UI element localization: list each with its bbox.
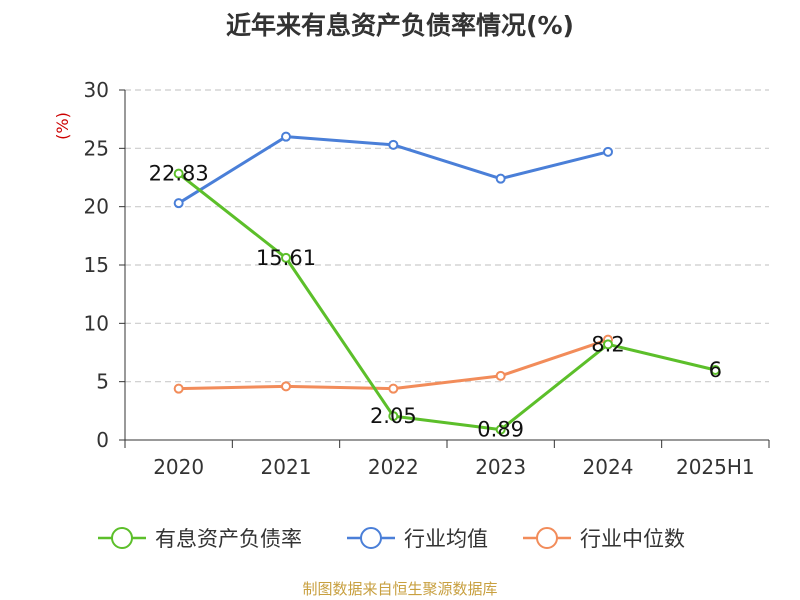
data-label: 8.2 [591, 332, 624, 356]
y-tick-label: 10 [84, 311, 109, 335]
data-point[interactable] [281, 131, 291, 142]
x-tick-label: 2024 [583, 455, 634, 479]
y-tick-label: 25 [84, 136, 109, 160]
legend-label: 行业中位数 [580, 527, 685, 551]
legend-item[interactable]: 行业均值 [347, 527, 488, 551]
data-point[interactable] [495, 370, 506, 381]
legend-marker [536, 527, 558, 549]
data-point[interactable] [388, 139, 399, 150]
data-point[interactable] [281, 252, 291, 263]
data-point[interactable] [173, 168, 184, 179]
data-label: 6 [709, 358, 722, 382]
y-tick-label: 5 [96, 370, 109, 394]
x-tick-label: 2025H1 [676, 455, 755, 479]
legend-label: 有息资产负债率 [155, 527, 302, 551]
y-tick-label: 0 [96, 428, 109, 452]
source-note: 制图数据来自恒生聚源数据库 [302, 580, 498, 598]
data-point[interactable] [388, 411, 399, 422]
series-lines [173, 131, 721, 435]
data-label: 22.83 [149, 162, 209, 186]
y-tick-label: 20 [84, 195, 109, 219]
data-label: 15.61 [256, 246, 316, 270]
data-point[interactable] [495, 173, 506, 184]
legend-item[interactable]: 有息资产负债率 [98, 527, 302, 551]
data-point[interactable] [603, 146, 613, 157]
data-labels: 22.83 15.61 2.05 0.89 8.2 6 [149, 162, 722, 442]
y-tick-label: 15 [84, 253, 109, 277]
data-point[interactable] [173, 198, 184, 209]
data-point[interactable] [281, 381, 291, 392]
x-tick-label: 2023 [475, 455, 526, 479]
data-point[interactable] [173, 383, 184, 394]
data-point[interactable] [388, 383, 399, 394]
series-line [177, 172, 716, 432]
x-tick-label: 2022 [368, 455, 419, 479]
legend-marker [360, 527, 382, 549]
chart-title: 近年来有息资产负债率情况(%) [226, 11, 574, 40]
data-label: 2.05 [370, 404, 417, 428]
data-point[interactable] [495, 424, 506, 435]
data-label: 0.89 [477, 418, 524, 442]
data-point[interactable] [603, 339, 613, 350]
legend-marker [111, 527, 133, 549]
grid-lines [125, 89, 769, 383]
legend: 有息资产负债率 行业均值 行业中位数 [98, 527, 685, 551]
y-unit-label: (%) [53, 112, 72, 140]
series-line [178, 338, 609, 391]
x-tick-label: 2021 [261, 455, 312, 479]
legend-label: 行业均值 [404, 527, 488, 551]
x-tick-label: 2020 [153, 455, 204, 479]
legend-item[interactable]: 行业中位数 [523, 527, 685, 551]
data-point[interactable] [710, 365, 721, 375]
y-tick-label: 30 [84, 78, 109, 102]
axes: 0 5 10 15 20 25 30 (%) 2020 2021 2022 2023 2024 2025H… [53, 78, 770, 479]
